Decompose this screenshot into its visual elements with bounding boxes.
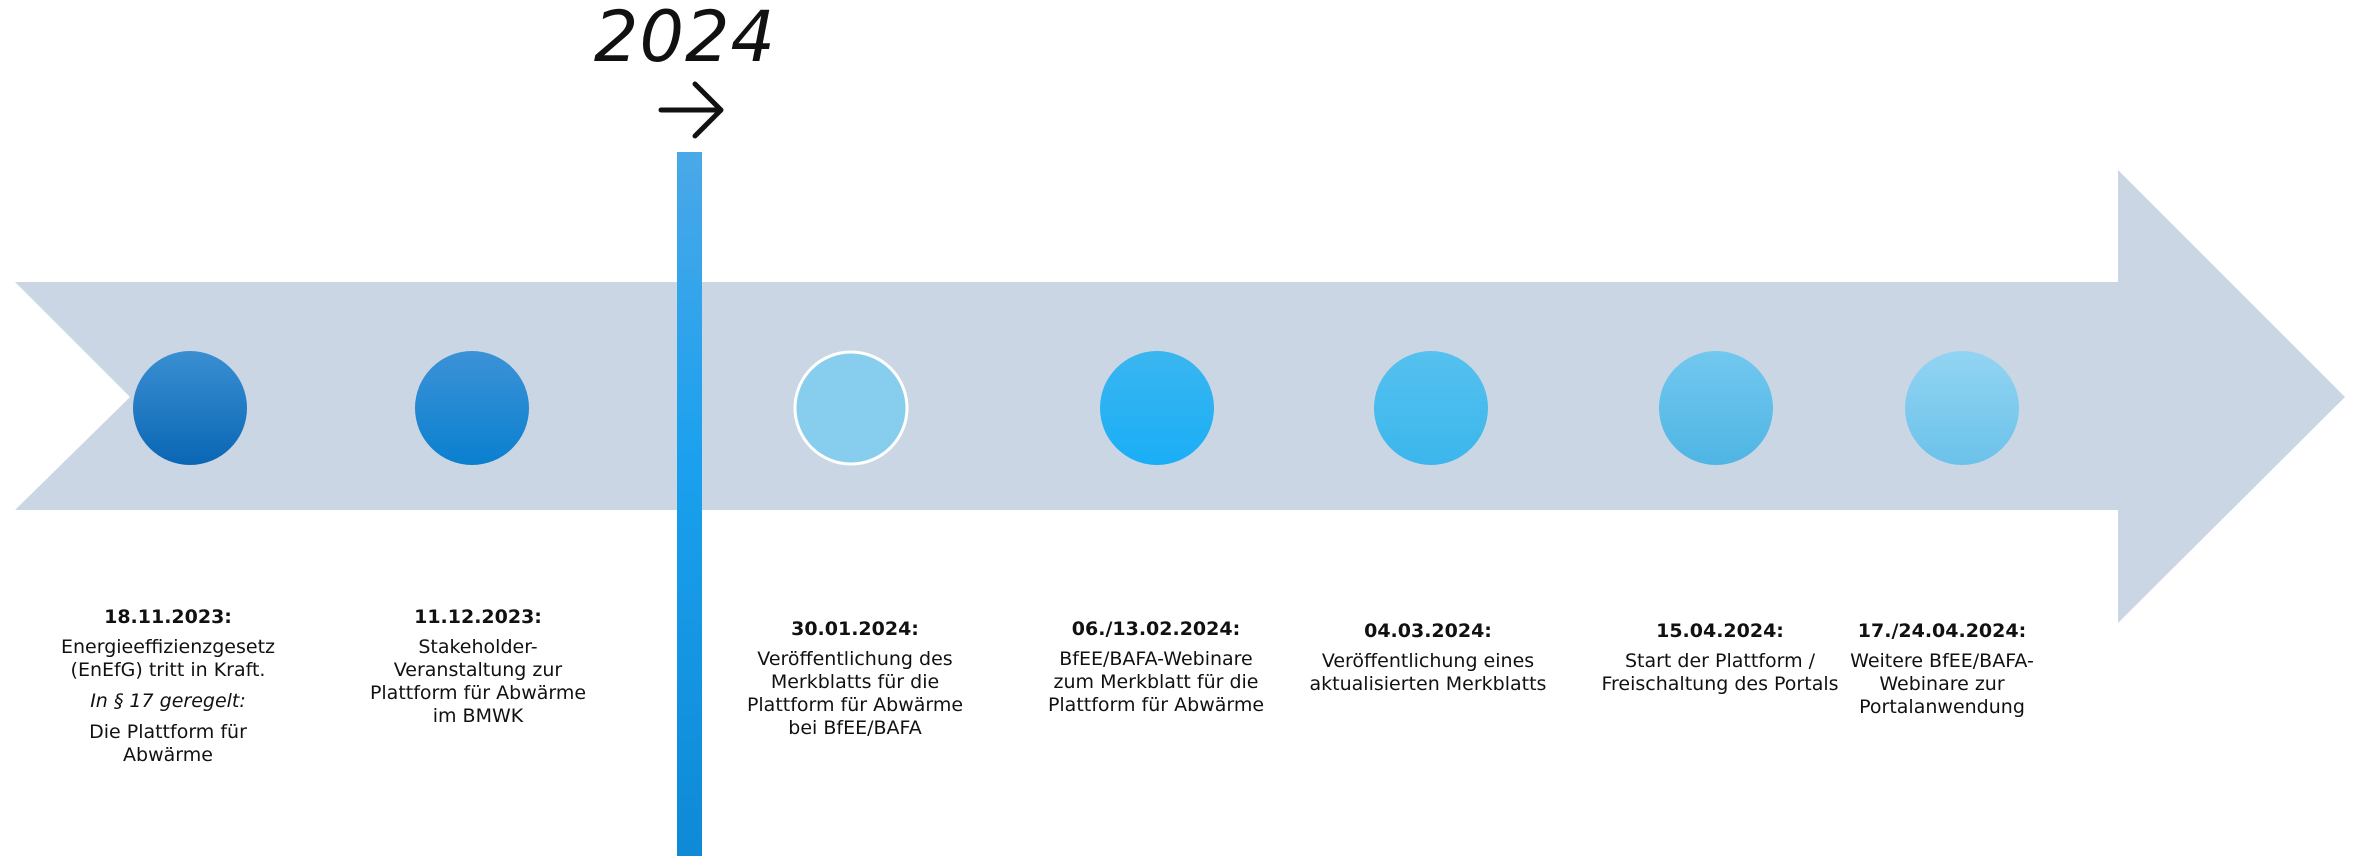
right-arrow-icon	[658, 81, 724, 139]
event-text-line: Energieeffizienzgesetz	[60, 636, 276, 658]
event-text-line: zum Merkblatt für die	[1053, 671, 1259, 693]
event-text-line: Portalanwendung	[1859, 696, 2025, 718]
event-date: 18.11.2023:	[104, 606, 232, 628]
event-text-line: aktualisierten Merkblatts	[1309, 673, 1547, 695]
event-7: 17./24.04.2024: Weitere BfEE/BAFA- Webin…	[1822, 620, 2062, 719]
event-date: 04.03.2024:	[1364, 620, 1492, 642]
event-5: 04.03.2024: Veröffentlichung eines aktua…	[1308, 620, 1548, 696]
event-date: 06./13.02.2024:	[1071, 618, 1241, 640]
event-date: 30.01.2024:	[791, 618, 919, 640]
event-italic-note: In § 17 geregelt:	[90, 690, 246, 712]
event-text-line: Die Plattform für	[89, 721, 247, 743]
event-1: 18.11.2023: Energieeffizienzgesetz (EnEf…	[48, 606, 288, 767]
year-divider	[677, 152, 702, 856]
event-4: 06./13.02.2024: BfEE/BAFA-Webinare zum M…	[1036, 618, 1276, 717]
event-text-line: Veröffentlichung des	[757, 648, 953, 670]
event-text-line: Veranstaltung zur	[393, 659, 563, 681]
event-text-line: Webinare zur	[1879, 673, 2005, 695]
event-text-line: Plattform für Abwärme	[369, 682, 587, 704]
event-date: 15.04.2024:	[1656, 620, 1784, 642]
event-text-line: im BMWK	[432, 705, 524, 727]
event-text-line: (EnEfG) tritt in Kraft.	[70, 659, 266, 681]
event-text-line: BfEE/BAFA-Webinare	[1059, 648, 1253, 670]
milestone-dot-1	[133, 351, 247, 465]
milestone-dot-7	[1905, 351, 2019, 465]
milestone-dot-2	[415, 351, 529, 465]
event-text-line: Weitere BfEE/BAFA-	[1850, 650, 2034, 672]
event-text-line: Merkblatts für die	[770, 671, 940, 693]
event-6: 15.04.2024: Start der Plattform / Freisc…	[1600, 620, 1840, 696]
milestone-dot-3	[793, 350, 909, 466]
event-text-line: Freischaltung des Portals	[1601, 673, 1839, 695]
milestone-dot-6	[1659, 351, 1773, 465]
event-date: 11.12.2023:	[414, 606, 542, 628]
event-text-line: Stakeholder-	[418, 636, 538, 658]
event-2: 11.12.2023: Stakeholder- Veranstaltung z…	[358, 606, 598, 728]
event-text-line: Start der Plattform /	[1624, 650, 1816, 672]
event-text-line: Plattform für Abwärme	[1047, 694, 1265, 716]
event-date: 17./24.04.2024:	[1857, 620, 2027, 642]
event-3: 30.01.2024: Veröffentlichung des Merkbla…	[735, 618, 975, 740]
year-label: 2024	[593, 0, 777, 78]
milestone-dot-4	[1100, 351, 1214, 465]
event-text-line: Veröffentlichung eines	[1321, 650, 1535, 672]
event-text-line: Abwärme	[123, 744, 213, 766]
event-text-line: Plattform für Abwärme	[746, 694, 964, 716]
event-text-line: bei BfEE/BAFA	[788, 717, 922, 739]
milestone-dot-5	[1374, 351, 1488, 465]
